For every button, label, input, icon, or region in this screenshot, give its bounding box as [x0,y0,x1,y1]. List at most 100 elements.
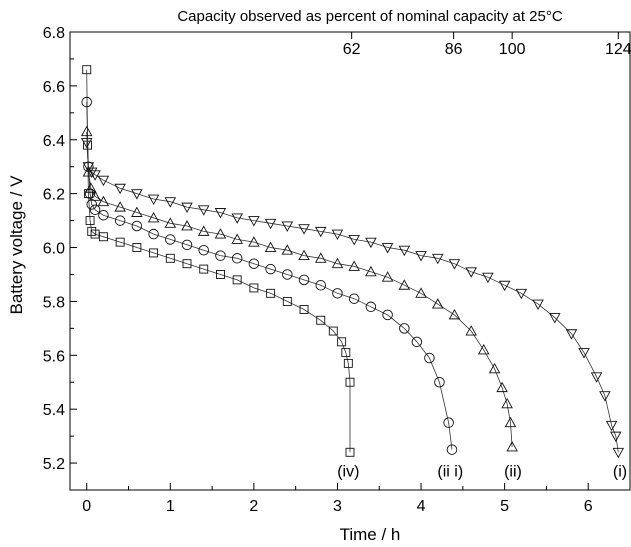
data-point-square [282,296,292,306]
data-point-triangle-up [298,249,310,261]
x-axis-label: Time / h [340,525,401,544]
curve-label: (ii) [504,464,522,481]
data-point-circle [282,269,293,280]
data-point-circle [84,188,96,199]
data-point-triangle-up [314,252,327,263]
data-point-triangle-down [314,226,327,238]
data-point-triangle-up [365,265,377,277]
data-point-triangle-up [231,233,243,244]
data-point-triangle-down [549,313,561,324]
data-point-triangle-down [248,216,260,227]
y-tick-label: 6.6 [43,79,65,96]
y-tick-label: 5.2 [43,456,65,473]
axis-ticks: 0 1 2 3 4 5 6 5.2 5.4 5.6 5.8 6.0 6.2 6.4 6.6 6.8 62 86 10… [43,25,631,515]
data-point-triangle-up [477,343,490,355]
y-tick-label: 6.4 [43,133,65,150]
data-point-circle [148,228,159,240]
x-tick-label: 4 [417,498,426,515]
data-point-triangle-down [82,162,95,173]
data-point-triangle-up [89,190,101,201]
data-point-triangle-up [488,362,501,374]
y-tick-label: 5.8 [43,294,65,311]
data-point-circle [399,323,410,334]
data-point-triangle-down [214,208,227,219]
chart-title: Capacity observed as percent of nominal … [177,8,563,25]
data-point-triangle-down [348,234,360,246]
data-point-triangle-up [248,236,260,247]
data-point-triangle-down [281,221,294,232]
curve-labels: (iv) (ii i) (ii) (i) [337,464,627,481]
data-point-triangle-down [532,299,544,311]
data-point-square [82,65,92,75]
data-point-triangle-down [415,251,427,262]
data-point-triangle-down [365,237,377,249]
top-axis-tick-label: 86 [445,41,463,58]
data-point-triangle-down [164,197,177,208]
data-point-circle [131,220,143,232]
data-point-circle [382,309,393,321]
data-point-triangle-up [147,211,160,223]
series-line [86,131,513,447]
curve-label: (ii i) [437,464,463,481]
top-axis-tick-label: 62 [343,41,361,58]
data-point-circle [424,352,435,364]
data-point-square [341,348,351,358]
data-point-square [345,447,355,457]
data-point-square [299,305,309,314]
data-point-square [215,270,225,279]
data-point-triangle-up [131,206,143,217]
curve-label: (i) [613,464,627,481]
data-point-circle [86,199,97,210]
data-point-triangle-up [415,287,427,298]
data-point-triangle-up [197,225,210,236]
data-point-circle [365,301,377,313]
series-line [86,142,619,453]
data-point-triangle-up [501,397,513,409]
data-point-square [345,377,355,387]
data-point-triangle-down [431,253,444,265]
data-point-triangle-down [381,243,394,254]
data-point-triangle-up [97,195,110,207]
data-point-triangle-down [131,189,143,200]
x-tick-label: 0 [82,498,91,515]
data-point-square [337,337,347,347]
data-point-triangle-up [504,416,517,428]
data-point-triangle-up [85,182,97,193]
data-point-triangle-up [448,308,461,320]
data-point-square [328,326,338,336]
series-layer [80,65,625,459]
data-point-circle [81,96,92,108]
data-point-triangle-down [114,183,126,195]
data-point-triangle-down [515,288,528,300]
data-point-square [266,288,276,298]
data-point-square [98,232,108,242]
x-tick-label: 6 [584,498,593,515]
data-point-triangle-down [605,420,618,432]
data-point-square [83,189,93,199]
top-axis-tick-label: 100 [499,41,526,58]
data-point-circle [443,417,454,428]
data-point-triangle-down [298,224,310,235]
y-tick-label: 5.4 [43,402,65,419]
data-point-square [232,275,242,285]
data-point-triangle-up [506,440,518,452]
data-point-square [199,264,209,274]
data-point-square [343,358,353,368]
data-point-triangle-down [80,138,93,149]
y-axis-label: Battery voltage / V [7,175,26,315]
data-point-circle [315,279,326,291]
data-point-triangle-up [114,201,126,212]
series-square [82,65,355,457]
data-point-triangle-down [398,245,411,257]
data-point-triangle-up [398,279,411,290]
data-point-triangle-down [610,431,622,443]
data-point-triangle-up [181,220,193,231]
data-point-triangle-up [80,125,93,137]
data-point-triangle-down [448,259,461,270]
y-tick-label: 6.0 [43,241,65,258]
y-tick-label: 5.6 [43,348,65,365]
x-tick-label: 1 [166,498,175,515]
series-triangle-down [80,138,625,459]
data-point-circle [114,215,126,226]
